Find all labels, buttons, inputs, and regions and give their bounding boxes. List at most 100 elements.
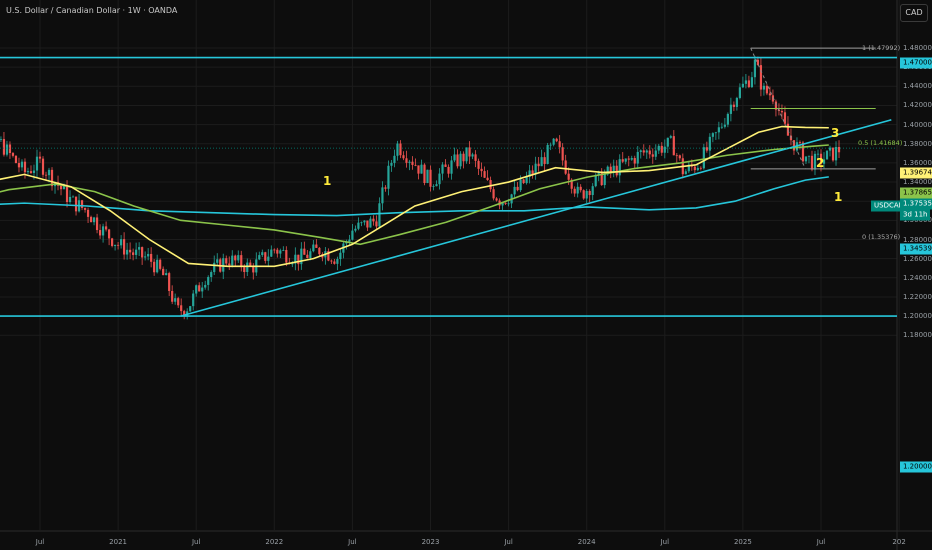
candle-body [582,190,585,199]
candle-body [258,255,261,260]
candle-body [59,185,63,190]
candle-body [774,101,778,110]
candle-body [396,143,399,156]
candle-body [426,169,429,183]
candle-body [17,163,21,168]
candle-body [786,123,790,136]
bar-timer-badge: 3d 11h [900,209,931,221]
candle-body [486,177,489,181]
fib-level-05-label: 0.5 (1.41684) [858,139,903,147]
wave-label-2: 2 [816,156,825,170]
currency-button[interactable]: CAD [900,4,928,22]
candle-body [801,142,805,162]
candle-body [312,244,315,252]
candle-body [41,158,45,175]
candle-body [480,168,483,172]
candle-body [519,179,522,191]
candle-body [723,124,726,127]
candle-body [207,277,210,285]
fib-level-1-label: 1 (1.47992) [862,44,901,52]
wave-label-1: 1 [834,190,843,204]
candle-body [71,196,75,198]
candle-body [20,161,24,168]
candle-body [684,171,687,175]
candle-body [252,266,255,273]
wave-label-3: 3 [831,126,840,140]
candle-body [107,229,111,239]
candle-body [798,142,802,143]
candle-body [92,217,96,223]
candle-body [138,247,141,250]
candle-body [267,256,270,261]
candle-body [438,173,441,185]
candle-body [672,136,675,156]
candle-body [531,170,534,175]
candle-body [294,254,297,264]
candle-body [0,139,3,140]
candle-body [417,165,420,174]
candle-body [429,169,432,187]
candle-body [477,160,480,169]
candle-body [339,252,342,260]
candle-body [23,161,27,173]
candle-body [600,171,603,186]
ma-blue-badge: 1.34539 [900,243,932,255]
candle-body [243,267,246,273]
candle-body [816,153,820,155]
resistance-badge: 1.47000 [900,57,932,69]
candle-body [74,196,78,212]
candle-body [666,137,669,147]
candle-body [705,147,708,151]
price-tick-label: 1.48000 [903,44,932,52]
candle-body [444,164,447,167]
candle-body [80,200,84,208]
candle-body [468,147,471,157]
candle-body [549,144,552,146]
candle-body [147,253,150,257]
candle-body [651,154,654,157]
candle-body [113,244,117,246]
candle-body [564,160,567,174]
candle-body [11,153,15,156]
last-price-badge: 1.37535 [900,198,932,210]
candle-body [165,273,168,276]
candle-body [459,153,462,167]
candle-body [747,80,751,88]
candle-body [387,165,390,189]
candle-body [168,273,171,291]
candle-body [225,258,228,264]
price-tick-label: 1.34000 [903,178,932,187]
candle-body [606,166,609,175]
candle-body [819,153,823,164]
candle-body [543,157,546,164]
candle-body [198,285,201,292]
candle-body [366,220,369,228]
candle-body [234,255,237,261]
candle-body [204,284,207,288]
candle-body [336,259,339,264]
candle-body [807,155,811,157]
candle-body [645,150,648,153]
candle-body [648,150,651,155]
candle-body [86,209,90,217]
candle-body [516,186,519,191]
candle-body [375,221,378,227]
candle-body [810,155,814,170]
candle-body [627,158,630,160]
candle-body [132,252,135,255]
time-tick-label: Jul [348,538,357,546]
ma-yellow-line [0,125,829,268]
candle-body [201,287,204,292]
candle-body [762,85,766,90]
candle-body [246,262,249,273]
candle-body [552,138,555,145]
candle-body [546,144,549,164]
candle-body [513,186,516,195]
ma-blue-line [0,176,829,217]
candle-body [567,173,570,180]
candle-body [711,133,714,137]
candle-body [195,285,198,294]
candle-body [141,247,144,258]
candle-body [813,153,817,170]
